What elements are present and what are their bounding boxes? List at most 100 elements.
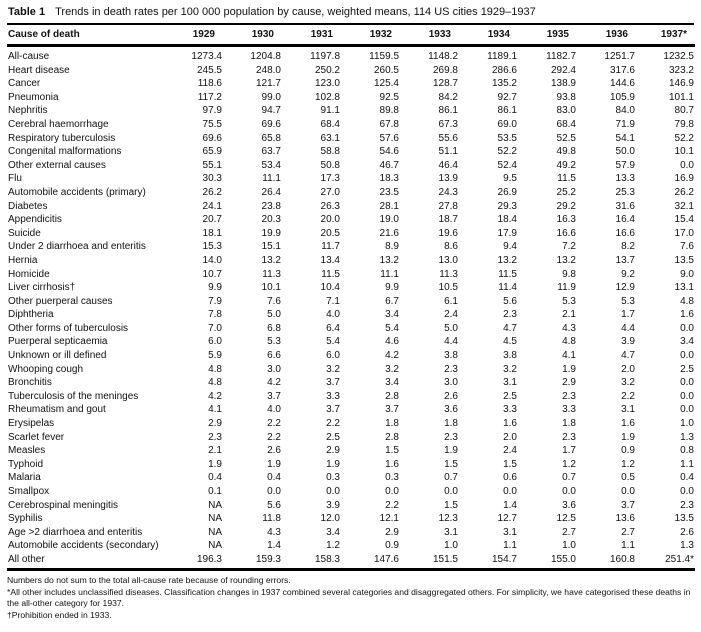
value-cell: 84.0 bbox=[615, 105, 635, 117]
death-rates-table: Cause of death 1929 1930 1931 1932 1933 1934 19… bbox=[7, 25, 695, 572]
value-cell: 69.6 bbox=[261, 118, 281, 130]
value-cell: 2.9 bbox=[208, 418, 222, 430]
value-cell: 4.2 bbox=[267, 377, 281, 389]
value-cell: 10.1 bbox=[261, 282, 281, 294]
value-cell: 0.9 bbox=[621, 445, 635, 457]
cause-cell: Cerebrospinal meningitis bbox=[8, 499, 119, 511]
value-cell: 5.4 bbox=[326, 336, 340, 348]
value-cell: 26.2 bbox=[674, 186, 694, 198]
value-cell: 4.1 bbox=[208, 404, 222, 416]
value-cell: 4.4 bbox=[444, 336, 458, 348]
value-cell: NA bbox=[208, 513, 222, 525]
value-cell: 20.7 bbox=[202, 214, 222, 226]
value-cell: 13.7 bbox=[615, 254, 635, 266]
table-row: Cancer 118.6 121.7 123.0 125.4 128.7 135.2 138.… bbox=[7, 77, 695, 91]
value-cell: 1.8 bbox=[385, 418, 399, 430]
value-cell: 26.9 bbox=[497, 186, 517, 198]
value-cell: 2.5 bbox=[680, 363, 694, 375]
value-cell: 6.0 bbox=[208, 336, 222, 348]
table-row: Typhoid 1.9 1.9 1.9 1.6 1.5 1.5 1.2 1.2 1.1 bbox=[7, 458, 695, 472]
value-cell: 1273.4 bbox=[191, 51, 222, 62]
cause-cell: Liver cirrhosis† bbox=[8, 282, 76, 294]
value-cell: 5.3 bbox=[562, 295, 576, 307]
value-cell: 8.2 bbox=[621, 241, 635, 253]
value-cell: 13.1 bbox=[674, 282, 694, 294]
table-row: Whooping cough 4.8 3.0 3.2 3.2 2.3 3.2 1.9 2.0 2.… bbox=[7, 363, 695, 377]
value-cell: 0.1 bbox=[208, 486, 222, 497]
value-cell: 11.9 bbox=[557, 282, 576, 294]
value-cell: 11.5 bbox=[321, 268, 340, 280]
value-cell: 1.2 bbox=[562, 458, 576, 470]
value-cell: 3.7 bbox=[385, 404, 399, 416]
value-cell: 4.5 bbox=[503, 336, 517, 348]
value-cell: 196.3 bbox=[196, 553, 222, 565]
value-cell: 3.3 bbox=[503, 404, 517, 416]
value-cell: 2.3 bbox=[208, 431, 222, 443]
value-cell: 0.7 bbox=[444, 472, 458, 484]
value-cell: 1.3 bbox=[680, 431, 694, 443]
table-row: Other forms of tuberculosis 7.0 6.8 6.4 5.4 5… bbox=[7, 322, 695, 336]
table-row: Age >2 diarrhoea and enteritis NA 4.3 3.4 2.… bbox=[7, 526, 695, 540]
cause-cell: All-cause bbox=[8, 51, 50, 62]
value-cell: 3.3 bbox=[562, 404, 576, 416]
cause-cell: Automobile accidents (secondary) bbox=[8, 540, 159, 552]
value-cell: 69.0 bbox=[497, 118, 517, 130]
table-row: Measles 2.1 2.6 2.9 1.5 1.9 2.4 1.7 0.9 0.8 bbox=[7, 444, 695, 458]
value-cell: 251.4* bbox=[665, 553, 694, 565]
value-cell: 4.0 bbox=[326, 309, 340, 321]
value-cell: 3.6 bbox=[444, 404, 458, 416]
value-cell: 15.1 bbox=[261, 241, 281, 253]
value-cell: 67.3 bbox=[438, 118, 458, 130]
table-row: Erysipelas 2.9 2.2 2.2 1.8 1.8 1.6 1.8 1.6 1.0 bbox=[7, 417, 695, 431]
value-cell: 3.0 bbox=[444, 377, 458, 389]
value-cell: 94.7 bbox=[261, 105, 281, 117]
value-cell: 13.2 bbox=[261, 254, 281, 266]
cause-cell: Rheumatism and gout bbox=[8, 404, 106, 416]
value-cell: 1.5 bbox=[444, 499, 458, 511]
value-cell: 245.5 bbox=[196, 64, 222, 76]
value-cell: 1.9 bbox=[208, 458, 222, 470]
value-cell: 92.7 bbox=[497, 91, 517, 103]
value-cell: 68.4 bbox=[556, 118, 576, 130]
value-cell: 18.3 bbox=[379, 173, 399, 185]
value-cell: 5.6 bbox=[503, 295, 517, 307]
column-header-year: 1932 bbox=[341, 25, 400, 47]
value-cell: 6.8 bbox=[267, 322, 281, 334]
footnote-rounding: Numbers do not sum to the total all-caus… bbox=[7, 575, 291, 586]
value-cell: 2.2 bbox=[621, 390, 635, 402]
value-cell: 97.9 bbox=[202, 105, 222, 117]
column-header-cause: Cause of death bbox=[7, 25, 164, 47]
value-cell: 2.6 bbox=[680, 526, 694, 538]
value-cell: 29.3 bbox=[497, 200, 517, 212]
table-row: Puerperal septicaemia 6.0 5.3 5.4 4.6 4.4 4.5 4… bbox=[7, 335, 695, 349]
value-cell: 1.1 bbox=[680, 458, 694, 470]
table-row: Smallpox 0.1 0.0 0.0 0.0 0.0 0.0 0.0 0.0 0.0 bbox=[7, 485, 695, 499]
value-cell: 80.7 bbox=[674, 105, 694, 117]
table-row: Under 2 diarrhoea and enteritis 15.3 15.1 1… bbox=[7, 240, 695, 254]
table-title: Trends in death rates per 100 000 popula… bbox=[55, 6, 536, 18]
table-row: Homicide 10.7 11.3 11.5 11.1 11.3 11.5 9.8 9.2 9.… bbox=[7, 267, 695, 281]
value-cell: 17.3 bbox=[320, 173, 340, 185]
value-cell: 86.1 bbox=[438, 105, 458, 117]
value-cell: 24.3 bbox=[438, 186, 458, 198]
value-cell: 54.6 bbox=[379, 146, 399, 158]
table-row: Heart disease 245.5 248.0 250.2 260.5 269.8 28… bbox=[7, 64, 695, 78]
value-cell: 0.0 bbox=[680, 390, 694, 402]
cause-cell: Other forms of tuberculosis bbox=[8, 322, 129, 334]
value-cell: 3.4 bbox=[385, 309, 399, 321]
value-cell: 19.9 bbox=[261, 227, 281, 239]
value-cell: 2.2 bbox=[385, 499, 399, 511]
value-cell: 9.4 bbox=[503, 241, 517, 253]
value-cell: 11.5 bbox=[557, 173, 576, 185]
value-cell: 25.2 bbox=[556, 186, 576, 198]
cause-cell: Malaria bbox=[8, 472, 41, 484]
value-cell: 16.9 bbox=[674, 173, 694, 185]
value-cell: 0.3 bbox=[326, 472, 340, 484]
value-cell: 2.9 bbox=[326, 445, 340, 457]
value-cell: 3.4 bbox=[385, 377, 399, 389]
value-cell: 3.2 bbox=[503, 363, 517, 375]
value-cell: 52.5 bbox=[556, 132, 576, 144]
value-cell: 3.1 bbox=[621, 404, 635, 416]
value-cell: 57.9 bbox=[615, 159, 635, 171]
value-cell: 5.0 bbox=[444, 322, 458, 334]
